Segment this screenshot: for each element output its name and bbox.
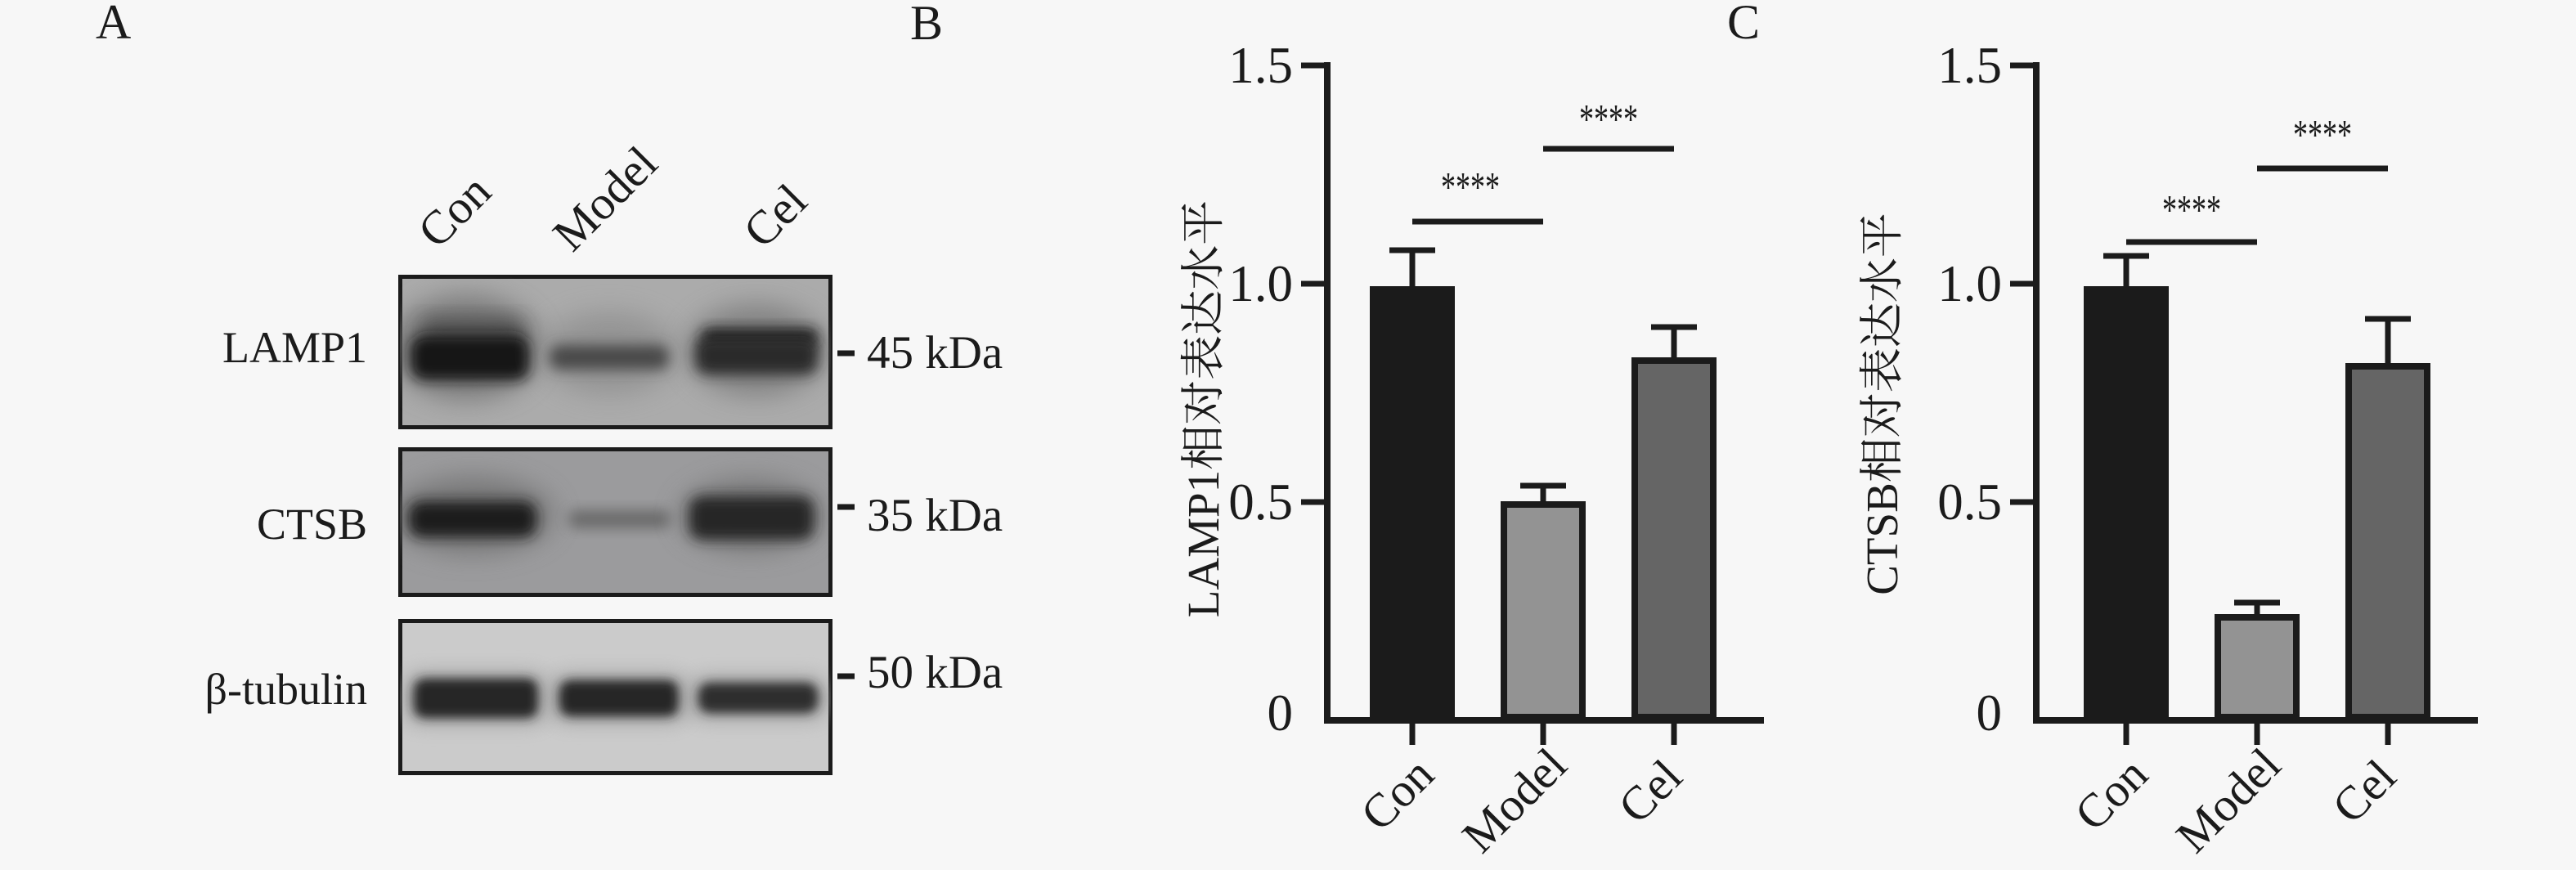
svg-text:0.5: 0.5 [1937,473,2002,531]
svg-text:35 kDa: 35 kDa [867,490,1003,541]
svg-text:CTSB: CTSB [257,500,367,549]
svg-text:1.5: 1.5 [1937,37,2002,94]
svg-text:****: **** [1579,96,1638,143]
svg-text:0.5: 0.5 [1228,473,1293,531]
svg-text:****: **** [2162,187,2221,234]
svg-text:1.0: 1.0 [1228,255,1293,312]
svg-text:B: B [910,0,943,50]
svg-text:LAMP1: LAMP1 [222,323,367,372]
svg-text:50 kDa: 50 kDa [867,647,1003,698]
svg-text:0: 0 [1977,684,2003,742]
svg-text:45 kDa: 45 kDa [867,327,1003,379]
svg-text:1.5: 1.5 [1228,37,1293,94]
svg-text:C: C [1727,0,1760,49]
svg-text:0: 0 [1268,684,1294,742]
svg-text:LAMP1: LAMP1 [1178,470,1228,617]
svg-text:CTSB: CTSB [1857,482,1907,595]
svg-text:****: **** [1441,164,1500,211]
svg-text:****: **** [2293,112,2352,159]
svg-text:1.0: 1.0 [1937,255,2002,312]
svg-text:β-tubulin: β-tubulin [205,665,367,714]
svg-text:A: A [96,0,131,49]
